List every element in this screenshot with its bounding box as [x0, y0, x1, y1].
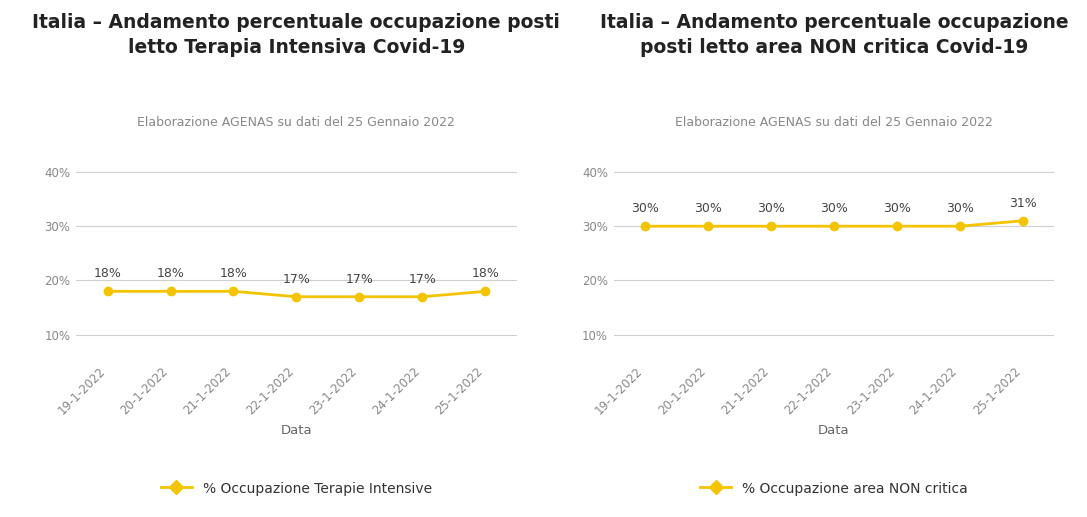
- Text: 30%: 30%: [758, 202, 785, 215]
- Text: Italia – Andamento percentuale occupazione
posti letto area NON critica Covid-19: Italia – Andamento percentuale occupazio…: [600, 13, 1069, 57]
- Text: 30%: 30%: [883, 202, 911, 215]
- Legend: % Occupazione Terapie Intensive: % Occupazione Terapie Intensive: [161, 482, 432, 496]
- Text: Elaborazione AGENAS su dati del 25 Gennaio 2022: Elaborazione AGENAS su dati del 25 Genna…: [675, 116, 994, 129]
- Text: 31%: 31%: [1009, 196, 1037, 210]
- Text: 18%: 18%: [220, 267, 248, 280]
- X-axis label: Data: Data: [819, 424, 850, 437]
- Text: 18%: 18%: [472, 267, 499, 280]
- Text: Elaborazione AGENAS su dati del 25 Gennaio 2022: Elaborazione AGENAS su dati del 25 Genna…: [137, 116, 455, 129]
- Text: 30%: 30%: [695, 202, 722, 215]
- Text: Italia – Andamento percentuale occupazione posti
letto Terapia Intensiva Covid-1: Italia – Andamento percentuale occupazio…: [33, 13, 561, 57]
- Text: 18%: 18%: [157, 267, 185, 280]
- Text: 30%: 30%: [632, 202, 659, 215]
- Legend: % Occupazione area NON critica: % Occupazione area NON critica: [700, 482, 967, 496]
- Text: 17%: 17%: [346, 272, 373, 286]
- Text: 17%: 17%: [283, 272, 311, 286]
- Text: 30%: 30%: [946, 202, 974, 215]
- Text: 18%: 18%: [93, 267, 122, 280]
- X-axis label: Data: Data: [280, 424, 312, 437]
- Text: 30%: 30%: [820, 202, 848, 215]
- Text: 17%: 17%: [409, 272, 436, 286]
